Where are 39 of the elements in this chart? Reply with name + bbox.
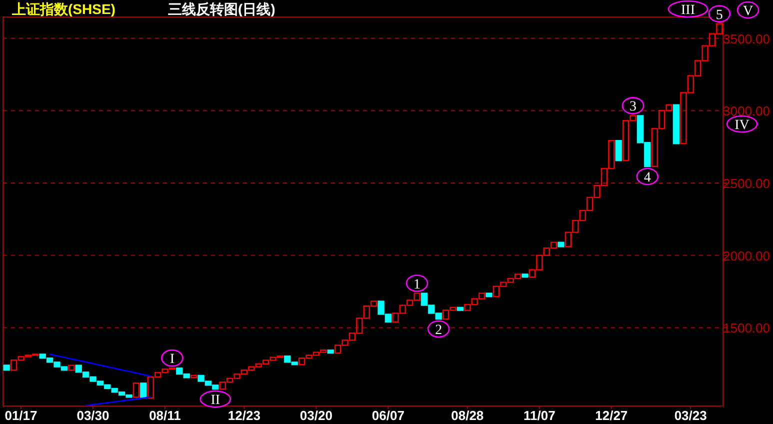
bar <box>68 364 75 371</box>
annotation: 4 <box>644 170 651 186</box>
y-tick-label: 2000.00 <box>723 248 770 264</box>
bar <box>140 382 147 399</box>
chart-title: 上证指数(SHSE) <box>11 1 116 17</box>
bar <box>672 104 680 144</box>
annotation: 3 <box>630 100 636 115</box>
annotation: 5 <box>716 8 723 23</box>
bar <box>3 364 10 371</box>
annotation: 2 <box>435 323 442 338</box>
annotation: 1 <box>414 277 420 292</box>
bar <box>327 350 334 354</box>
bar <box>558 242 564 248</box>
annotation: II <box>210 393 220 408</box>
bar <box>190 374 198 378</box>
text: V <box>742 4 754 19</box>
text: IV <box>734 118 750 133</box>
x-tick-label: 06/07 <box>372 408 404 423</box>
x-tick-label: 03/30 <box>76 408 110 423</box>
x-tick-label: 03/23 <box>674 408 707 423</box>
chart-subtitle: 三线反转图(日线) <box>168 1 276 17</box>
annotation: I <box>170 352 175 368</box>
bar <box>615 140 622 162</box>
y-tick-label: 2500.00 <box>723 176 770 191</box>
x-tick-label: 08/28 <box>451 408 484 423</box>
x-tick-label: 11/07 <box>523 408 556 423</box>
y-tick-label: 3000.00 <box>723 104 770 119</box>
x-tick-label: 03/20 <box>300 408 332 423</box>
x-tick-label: 08/11 <box>149 408 181 423</box>
bar <box>456 306 464 311</box>
annotation: III <box>681 3 696 18</box>
x-tick-label: 12/27 <box>595 408 628 423</box>
x-tick-label: 12/23 <box>228 408 260 423</box>
x-tick-label: 01/17 <box>4 408 38 423</box>
bar <box>132 382 140 398</box>
bar <box>486 292 492 298</box>
y-tick-label: 3500.00 <box>723 31 770 46</box>
y-tick-label: 1500.00 <box>723 320 770 336</box>
bar <box>522 274 528 278</box>
